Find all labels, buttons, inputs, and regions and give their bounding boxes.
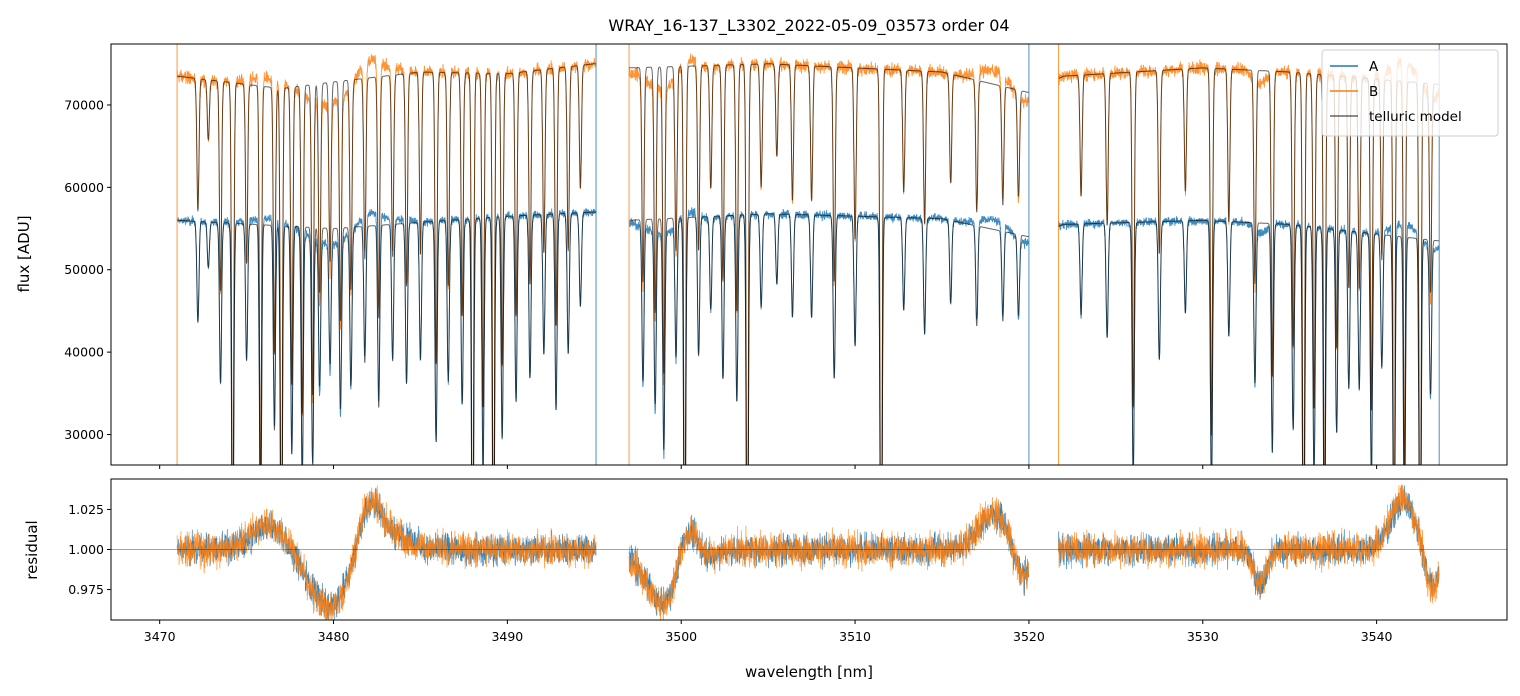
- x-tick-label: 3490: [491, 629, 523, 644]
- x-tick-label: 3530: [1187, 629, 1219, 644]
- residual-plot-area: [111, 484, 1507, 620]
- legend-label-0: A: [1369, 59, 1379, 75]
- residual-x-ticks: 3470 3480 3490 3500 3510 3520 3530 3540: [144, 620, 1393, 644]
- telluric-model-a-line-segment-0: [177, 211, 597, 465]
- x-tick-label: 3480: [318, 629, 350, 644]
- residual-y-ticks: 0.975 1.000 1.025: [68, 502, 111, 597]
- x-axis-label: wavelength [nm]: [745, 663, 873, 681]
- residual-y-tick-label: 1.025: [68, 502, 104, 517]
- spectrum-axes-frame: [110, 43, 1508, 466]
- x-tick-label: 3510: [839, 629, 871, 644]
- spectrum-y-tick-label: 60000: [64, 180, 104, 195]
- legend-label-1: B: [1369, 84, 1378, 100]
- residual-y-tick-label: 1.000: [68, 542, 104, 557]
- residual-b-line-segment-2: [1058, 484, 1440, 604]
- residual-panel: 0.975 1.000 1.025 3470 3480 3490 3500 3510 3520…: [23, 478, 1508, 681]
- series-a-line-segment-1: [628, 207, 1030, 465]
- spectrum-y-ticks: 30000 40000 50000 60000 70000: [64, 97, 111, 442]
- x-tick-label: 3520: [1013, 629, 1045, 644]
- residual-b-line-segment-1: [628, 496, 1030, 620]
- spectrum-y-tick-label: 40000: [64, 345, 104, 360]
- spectrum-y-tick-label: 50000: [64, 262, 104, 277]
- telluric-model-a-line-segment-1: [629, 213, 1030, 465]
- residual-y-tick-label: 0.975: [68, 582, 104, 597]
- x-tick-label: 3500: [665, 629, 697, 644]
- series-a-line-segment-2: [1058, 215, 1440, 465]
- spectrum-y-tick-label: 30000: [64, 427, 104, 442]
- telluric-model-b-line-segment-0: [176, 63, 597, 465]
- residual-a-line-segment-2: [1058, 484, 1440, 601]
- spectrum-y-axis-label: flux [ADU]: [15, 215, 33, 292]
- residual-a-line-segment-1: [628, 501, 1030, 616]
- telluric-model-a-line-segment-2: [1058, 219, 1440, 465]
- residual-b-line-segment-0: [176, 485, 597, 620]
- chart-title: WRAY_16-137_L3302_2022-05-09_03573 order…: [608, 16, 1009, 36]
- spectrum-y-tick-label: 70000: [64, 97, 104, 112]
- legend-box: [1321, 49, 1499, 137]
- x-tick-label: 3540: [1361, 629, 1393, 644]
- telluric-model-b-line-segment-1: [629, 63, 1030, 465]
- spectrum-x-ticks: [159, 465, 1378, 469]
- legend-label-2: telluric model: [1369, 109, 1462, 125]
- series-a-line-segment-0: [176, 208, 597, 465]
- spectrum-panel: 30000 40000 50000 60000 70000 flux [ADU] ABt…: [15, 43, 1508, 469]
- residual-y-axis-label: residual: [23, 520, 41, 579]
- x-tick-label: 3470: [144, 629, 176, 644]
